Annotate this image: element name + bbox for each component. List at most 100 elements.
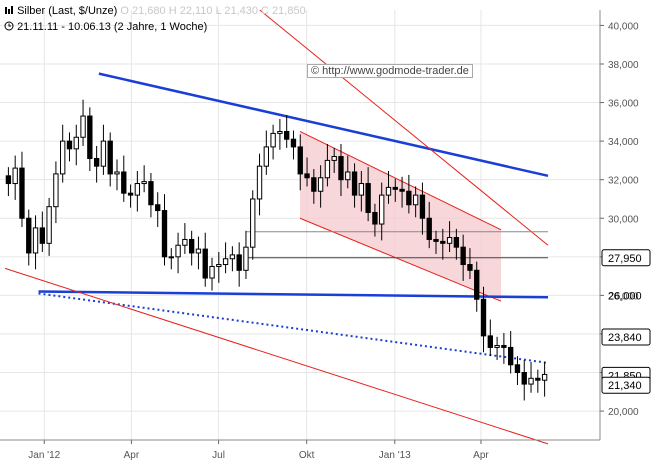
candle-body — [392, 186, 398, 190]
candle-body — [521, 372, 527, 385]
candle-body — [541, 373, 548, 381]
candle-body — [161, 210, 168, 258]
y-tick-label: 30,000 — [608, 214, 639, 225]
candle-body — [121, 171, 127, 194]
candle-body — [5, 175, 12, 185]
price-label: 26,000 — [608, 290, 642, 302]
price-label: 21,340 — [608, 380, 642, 392]
period-label: 21.11.11 - 10.06.13 (2 Jahre, 1 Woche) — [17, 21, 208, 33]
clock-icon — [4, 21, 14, 31]
candle-body — [351, 171, 358, 196]
candle-body — [127, 192, 134, 196]
price-label: 27,950 — [608, 253, 642, 265]
candle-body — [114, 171, 120, 175]
candle-body — [467, 264, 473, 271]
candle-body — [12, 167, 18, 185]
x-tick-label: Apr — [124, 450, 140, 461]
watermark[interactable]: © http://www.godmode-trader.de — [307, 64, 473, 78]
candle-body — [256, 165, 263, 200]
candle-body — [406, 190, 412, 206]
candle-body — [195, 248, 202, 254]
chart-period: 21.11.11 - 10.06.13 (2 Jahre, 1 Woche) — [4, 21, 207, 33]
candle-body — [331, 156, 337, 161]
trend-line — [259, 9, 549, 246]
candle-body — [236, 254, 242, 271]
candle-body — [487, 335, 493, 348]
annotation-lines — [4, 9, 549, 445]
candle-body — [358, 183, 365, 196]
y-tick-label: 34,000 — [608, 137, 639, 148]
candle-body — [514, 364, 521, 374]
price-label-box — [601, 328, 651, 346]
candle-body — [263, 146, 269, 167]
candle-body — [277, 130, 283, 134]
x-tick-label: Jan '13 — [379, 450, 411, 461]
candles — [5, 99, 548, 401]
candle-body — [304, 173, 310, 179]
candle-body — [32, 227, 39, 254]
candle-body — [141, 181, 147, 185]
channel-upper-line — [299, 131, 502, 231]
candle-body — [311, 177, 317, 192]
candle-body — [80, 115, 86, 138]
y-tick-label: 38,000 — [608, 60, 639, 71]
candle-body — [419, 194, 426, 219]
candle-body — [66, 140, 73, 150]
y-tick-label: 32,000 — [608, 176, 639, 187]
price-label: 23,840 — [608, 332, 642, 344]
candle-body — [290, 138, 297, 148]
candle-body — [60, 140, 66, 175]
candle-body — [528, 377, 534, 385]
candle-body — [229, 254, 236, 260]
x-tick-label: Apr — [473, 450, 489, 461]
y-tick-label: 40,000 — [608, 21, 639, 32]
y-tick-label: 36,000 — [608, 99, 639, 110]
candle-body — [317, 177, 324, 192]
chart-title: Silber (Last, $/Unze) — [17, 5, 118, 17]
candle-body — [155, 204, 161, 212]
candle-body — [453, 237, 460, 248]
trend-line — [98, 72, 549, 178]
candle-body — [100, 140, 107, 167]
candle-body — [474, 269, 480, 300]
candle-body — [426, 217, 432, 240]
x-tick-label: Jan '12 — [28, 450, 60, 461]
price-label-box — [601, 249, 651, 267]
candle-body — [250, 198, 256, 248]
trend-line — [4, 267, 549, 445]
candle-body — [460, 246, 466, 266]
candle-body — [501, 345, 507, 348]
trend-line — [38, 290, 549, 299]
ohlc-stats: O 21,680 H 22,110 L 21,430 C 21,850 — [120, 5, 306, 17]
x-tick-label: Okt — [299, 450, 315, 461]
candle-body — [535, 377, 541, 381]
candle-body — [148, 181, 154, 206]
candle-body — [446, 237, 453, 244]
price-label-box — [601, 376, 651, 394]
candle-body — [216, 264, 222, 267]
channel-fill — [299, 131, 502, 302]
candle-body — [440, 240, 446, 244]
grid — [0, 10, 600, 440]
x-tick-label: Jul — [212, 450, 225, 461]
candle-body — [399, 188, 405, 192]
highlight-channel — [299, 131, 502, 302]
candle-body — [182, 238, 188, 246]
trend-line — [38, 292, 549, 364]
candle-body — [19, 167, 25, 219]
candle-body — [345, 171, 351, 181]
candle-body — [39, 227, 46, 244]
candle-body — [338, 156, 344, 181]
candle-body — [222, 258, 229, 266]
candle-body — [87, 115, 93, 159]
candle-body — [365, 183, 371, 213]
candle-body — [412, 194, 419, 206]
candle-body — [243, 246, 249, 271]
chart-header: Silber (Last, $/Unze) O 21,680 H 22,110 … — [4, 5, 306, 17]
candle-body — [53, 173, 59, 208]
candle-body — [372, 211, 378, 225]
candle-body — [385, 186, 392, 196]
candle-body — [480, 298, 487, 337]
candle-body — [324, 159, 331, 179]
